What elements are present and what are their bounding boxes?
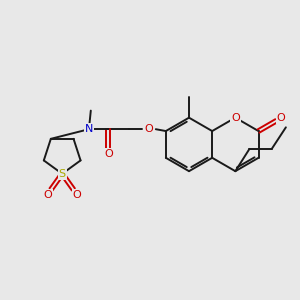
Text: O: O (231, 113, 240, 123)
Text: O: O (73, 190, 81, 200)
Text: S: S (58, 169, 66, 179)
Text: O: O (277, 113, 285, 123)
Text: O: O (104, 149, 112, 159)
Text: O: O (43, 190, 52, 200)
Text: N: N (85, 124, 93, 134)
Text: O: O (145, 124, 154, 134)
